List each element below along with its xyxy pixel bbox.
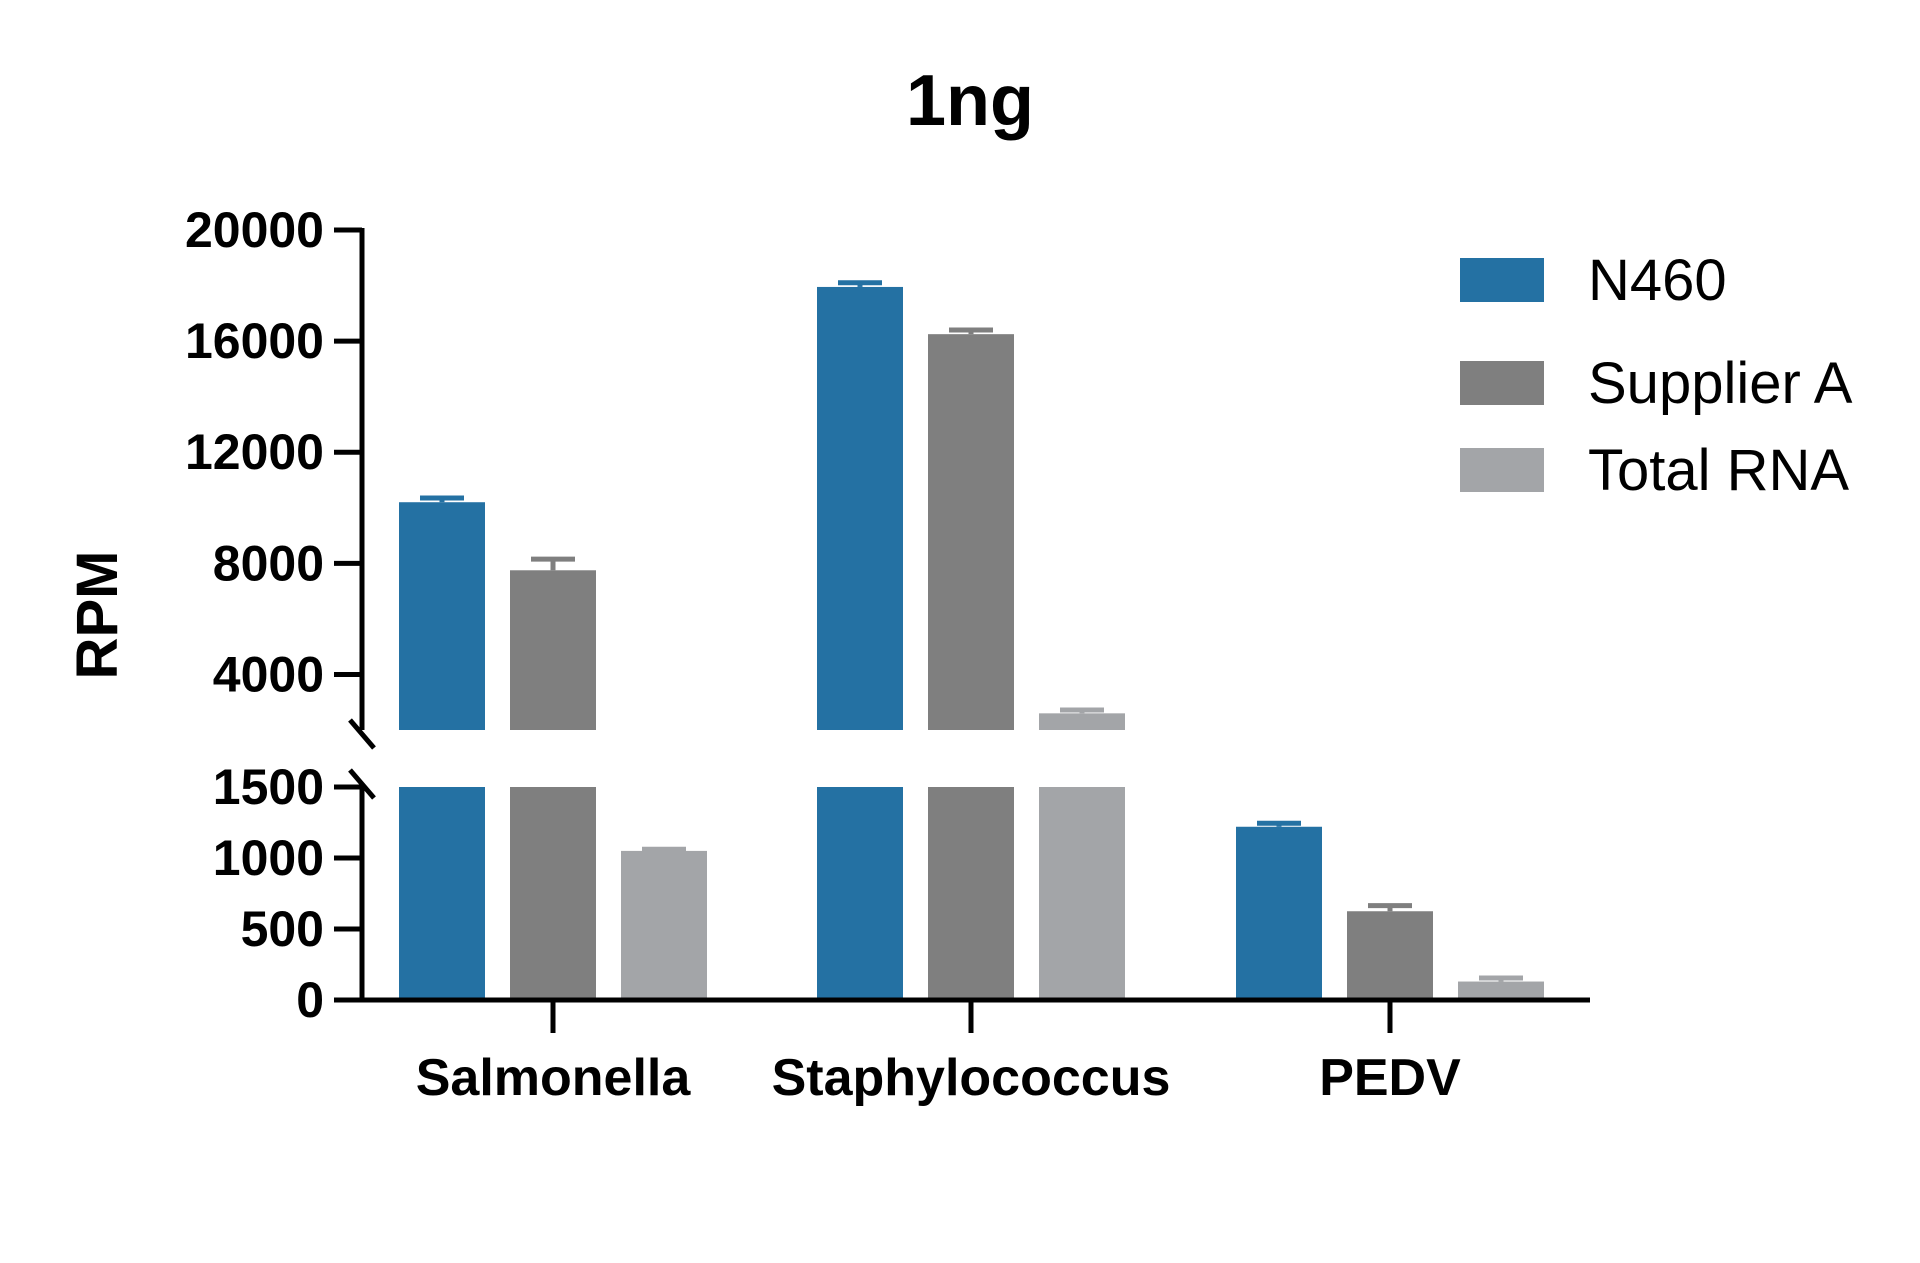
bar-0-1-lower bbox=[817, 787, 903, 1000]
y-tick-8000: 8000 bbox=[213, 535, 324, 591]
y-tick-20000: 20000 bbox=[185, 202, 324, 258]
legend-label: Total RNA bbox=[1588, 438, 1849, 503]
error-bar-2-1 bbox=[1060, 707, 1104, 714]
y-tick-1000: 1000 bbox=[213, 830, 324, 886]
bar-1-2-lower bbox=[1347, 911, 1433, 1000]
bar-1-1-lower bbox=[928, 787, 1014, 1000]
bar-0-0-upper bbox=[399, 502, 485, 730]
legend-swatch bbox=[1460, 258, 1544, 302]
y-tick-12000: 12000 bbox=[185, 424, 324, 480]
bar-1-0-lower bbox=[510, 787, 596, 1000]
legend-label: N460 bbox=[1588, 248, 1727, 313]
bar-2-1-lower bbox=[1039, 787, 1125, 1000]
error-bar-0-2 bbox=[1257, 820, 1301, 827]
bar-1-1-upper bbox=[928, 334, 1014, 730]
error-bar-2-2 bbox=[1479, 975, 1523, 982]
error-bar-1-2 bbox=[1368, 903, 1412, 912]
y-tick-4000: 4000 bbox=[213, 646, 324, 702]
error-bar-1-0 bbox=[531, 556, 575, 571]
bar-1-0-upper bbox=[510, 570, 596, 730]
axis-break-mark-upper bbox=[348, 718, 376, 750]
legend: N460 Supplier A Total RNA bbox=[1460, 248, 1853, 503]
bar-0-1-upper bbox=[817, 286, 903, 730]
y-tick-500: 500 bbox=[241, 901, 324, 957]
x-tick-pedv: PEDV bbox=[1319, 1049, 1461, 1107]
x-tick-salmonella: Salmonella bbox=[416, 1049, 692, 1107]
plot-area: 0 500 1000 1500 4000 8000 12000 16000 20000 Salmo… bbox=[185, 202, 1590, 1107]
legend-swatch bbox=[1460, 361, 1544, 405]
bar-2-0-lower bbox=[621, 850, 707, 1000]
legend-item-1: Supplier A bbox=[1460, 351, 1853, 416]
bar-0-0-lower bbox=[399, 787, 485, 1000]
bar-2-1-upper bbox=[1039, 713, 1125, 730]
bar-0-2-lower bbox=[1236, 826, 1322, 1000]
error-bar-2-0 bbox=[642, 846, 686, 852]
y-tick-1500: 1500 bbox=[213, 759, 324, 815]
error-bar-0-0 bbox=[420, 495, 464, 503]
y-axis-label: RPM bbox=[65, 551, 130, 680]
error-bar-1-1 bbox=[949, 327, 993, 335]
x-tick-staphylococcus: Staphylococcus bbox=[772, 1049, 1171, 1107]
axis-break-mark-lower bbox=[348, 768, 376, 800]
y-tick-0: 0 bbox=[296, 972, 324, 1028]
legend-item-2: Total RNA bbox=[1460, 438, 1849, 503]
bar-2-2-lower bbox=[1458, 981, 1544, 1000]
error-bar-0-1 bbox=[838, 280, 882, 287]
legend-label: Supplier A bbox=[1588, 351, 1853, 416]
legend-item-0: N460 bbox=[1460, 248, 1727, 313]
chart-title: 1ng bbox=[906, 61, 1034, 141]
legend-swatch bbox=[1460, 448, 1544, 492]
y-tick-16000: 16000 bbox=[185, 313, 324, 369]
